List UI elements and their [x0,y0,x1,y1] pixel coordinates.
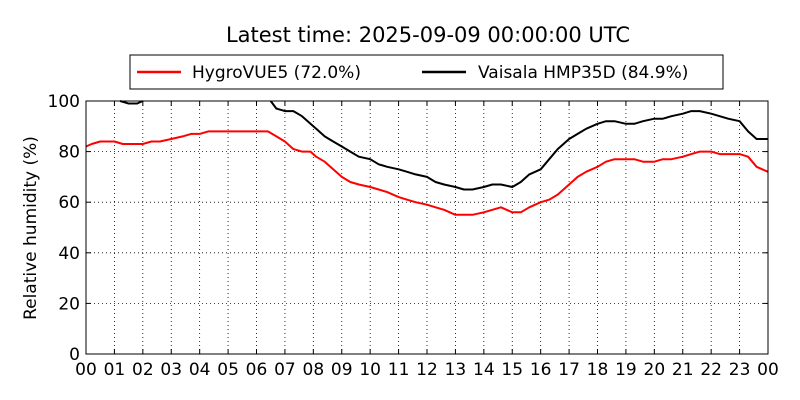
x-tick-label: 13 [445,360,467,380]
legend-label-hygrovue: HygroVUE5 (72.0%) [192,63,361,83]
y-tick-label: 40 [58,244,80,264]
x-tick-label: 18 [587,360,609,380]
x-tick-label: 08 [303,360,325,380]
x-tick-label: 09 [331,360,353,380]
chart-title: Latest time: 2025-09-09 00:00:00 UTC [226,23,630,47]
x-tick-label: 12 [416,360,438,380]
legend-label-vaisala: Vaisala HMP35D (84.9%) [478,63,688,83]
x-tick-label: 01 [104,360,126,380]
x-tick-label: 03 [160,360,182,380]
x-tick-label: 06 [246,360,268,380]
x-tick-label: 21 [672,360,694,380]
x-tick-label: 20 [644,360,666,380]
y-tick-label: 60 [58,193,80,213]
series-line-vaisala [269,100,768,191]
legend: HygroVUE5 (72.0%) Vaisala HMP35D (84.9%) [129,54,724,90]
series-line-vaisala-segment-early [119,100,144,105]
x-tick-label: 02 [132,360,154,380]
x-tick-label: 14 [473,360,495,380]
y-tick-label: 20 [58,294,80,314]
series-layer [85,100,769,216]
x-tick-label: 07 [274,360,296,380]
x-tick-label: 11 [388,360,410,380]
y-tick-label: 0 [69,345,80,365]
x-tick-label: 04 [189,360,211,380]
series-line-hygrovue [85,130,769,216]
x-tick-label: 16 [530,360,552,380]
x-tick-label: 00 [757,360,779,380]
x-tick-label: 00 [75,360,97,380]
x-tick-label: 19 [615,360,637,380]
plot-frame [85,100,769,355]
y-axis-label: Relative humidity (%) [21,136,41,320]
y-tick-label: 100 [48,92,80,112]
ticks: 00 01 02 03 04 05 06 07 08 09 10 11 12 13 14 15 16 17 18 19… [48,92,779,380]
x-tick-label: 05 [217,360,239,380]
x-tick-label: 15 [501,360,523,380]
x-tick-label: 10 [359,360,381,380]
x-tick-label: 22 [700,360,722,380]
y-tick-label: 80 [58,143,80,163]
x-tick-label: 17 [558,360,580,380]
x-tick-label: 23 [729,360,751,380]
grid [86,101,768,354]
